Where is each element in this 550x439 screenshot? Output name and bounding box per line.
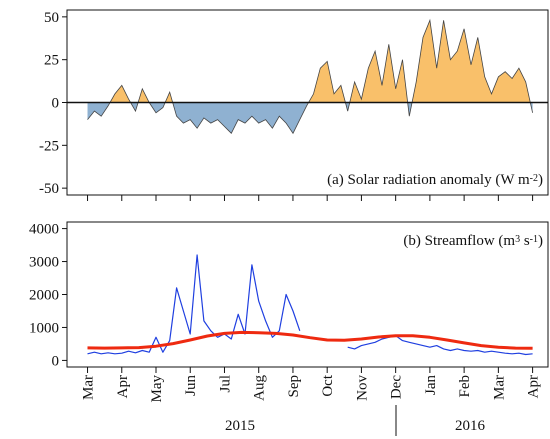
x-tick-label: Dec (389, 375, 405, 399)
title-part: (a) Solar radiation anomaly (W m (327, 172, 530, 188)
year-label: 2016 (455, 418, 486, 434)
x-tick-label: Apr (526, 375, 542, 398)
plot-frame (66, 9, 549, 196)
y-tick-label: 0 (52, 353, 60, 369)
plot-frame (66, 221, 549, 368)
anomaly-line (87, 18, 533, 135)
year-label: 2015 (225, 418, 255, 434)
x-tick-label: Aug (252, 375, 268, 401)
title-part: ) (538, 233, 543, 249)
x-tick-label: Jul (217, 375, 233, 393)
x-tick-label: Feb (457, 375, 473, 398)
x-tick-label: Sep (286, 375, 302, 398)
title-part: (b) Streamflow (m (403, 233, 515, 249)
title-part: 3 (515, 234, 520, 245)
y-tick-label: -25 (39, 138, 59, 154)
y-tick-label: 3000 (29, 255, 59, 271)
x-tick-label: Jan (423, 375, 439, 395)
series-line (87, 330, 533, 350)
title-part: ) (538, 172, 543, 188)
y-tick-label: 4000 (29, 222, 59, 238)
y-tick-label: 0 (52, 96, 60, 112)
panel-title: (a) Solar radiation anomaly (W m-2) (327, 172, 543, 188)
panel-title: (b) Streamflow (m3 s-1) (403, 233, 543, 249)
title-part: -2 (530, 173, 538, 184)
x-tick-label: Mar (491, 375, 507, 400)
x-tick-label: Mar (81, 375, 97, 400)
series-line (87, 254, 533, 356)
title-part: s (520, 233, 530, 249)
title-part: -1 (530, 234, 538, 245)
y-tick-label: 1000 (29, 320, 59, 336)
x-tick-label: Oct (320, 374, 336, 396)
y-tick-label: 50 (44, 10, 59, 26)
x-tick-label: May (149, 375, 165, 403)
y-tick-label: 2000 (29, 288, 59, 304)
positive-area (87, 20, 533, 103)
x-tick-label: Apr (115, 375, 131, 398)
x-tick-label: Jun (183, 375, 199, 396)
y-tick-label: 25 (44, 53, 59, 69)
x-tick-label: Nov (354, 375, 370, 401)
y-tick-label: -50 (39, 181, 59, 197)
